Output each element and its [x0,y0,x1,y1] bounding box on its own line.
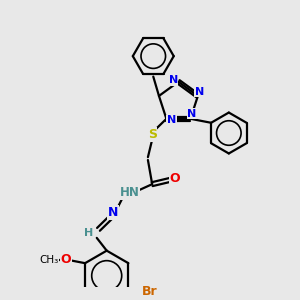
Text: O: O [60,253,71,266]
Text: N: N [187,109,196,119]
Text: H: H [84,228,93,238]
Text: HN: HN [119,186,140,199]
Text: S: S [148,128,157,141]
Text: Br: Br [142,285,157,298]
Text: N: N [108,206,118,219]
Text: CH₃: CH₃ [39,255,58,265]
Text: O: O [169,172,180,185]
Text: N: N [167,115,176,125]
Text: N: N [169,75,178,85]
Text: N: N [195,87,204,97]
